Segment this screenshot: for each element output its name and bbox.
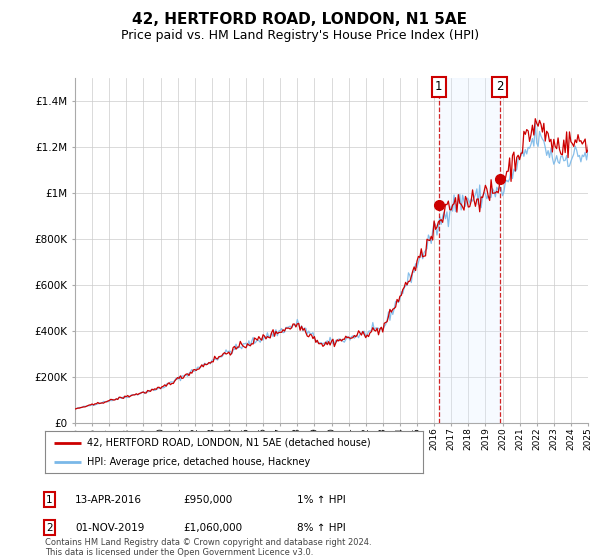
Text: 1: 1 — [435, 80, 443, 93]
Text: £950,000: £950,000 — [183, 494, 232, 505]
Text: 42, HERTFORD ROAD, LONDON, N1 5AE: 42, HERTFORD ROAD, LONDON, N1 5AE — [133, 12, 467, 27]
Text: 42, HERTFORD ROAD, LONDON, N1 5AE (detached house): 42, HERTFORD ROAD, LONDON, N1 5AE (detac… — [86, 437, 370, 447]
Text: Price paid vs. HM Land Registry's House Price Index (HPI): Price paid vs. HM Land Registry's House … — [121, 29, 479, 42]
Text: 1% ↑ HPI: 1% ↑ HPI — [297, 494, 346, 505]
Text: HPI: Average price, detached house, Hackney: HPI: Average price, detached house, Hack… — [86, 457, 310, 467]
Text: Contains HM Land Registry data © Crown copyright and database right 2024.
This d: Contains HM Land Registry data © Crown c… — [45, 538, 371, 557]
Text: 01-NOV-2019: 01-NOV-2019 — [75, 522, 145, 533]
Text: 13-APR-2016: 13-APR-2016 — [75, 494, 142, 505]
Bar — [439, 78, 500, 423]
Text: 8% ↑ HPI: 8% ↑ HPI — [297, 522, 346, 533]
Text: 2: 2 — [46, 522, 53, 533]
Text: 2: 2 — [496, 80, 503, 93]
Text: 1: 1 — [46, 494, 53, 505]
Text: £1,060,000: £1,060,000 — [183, 522, 242, 533]
